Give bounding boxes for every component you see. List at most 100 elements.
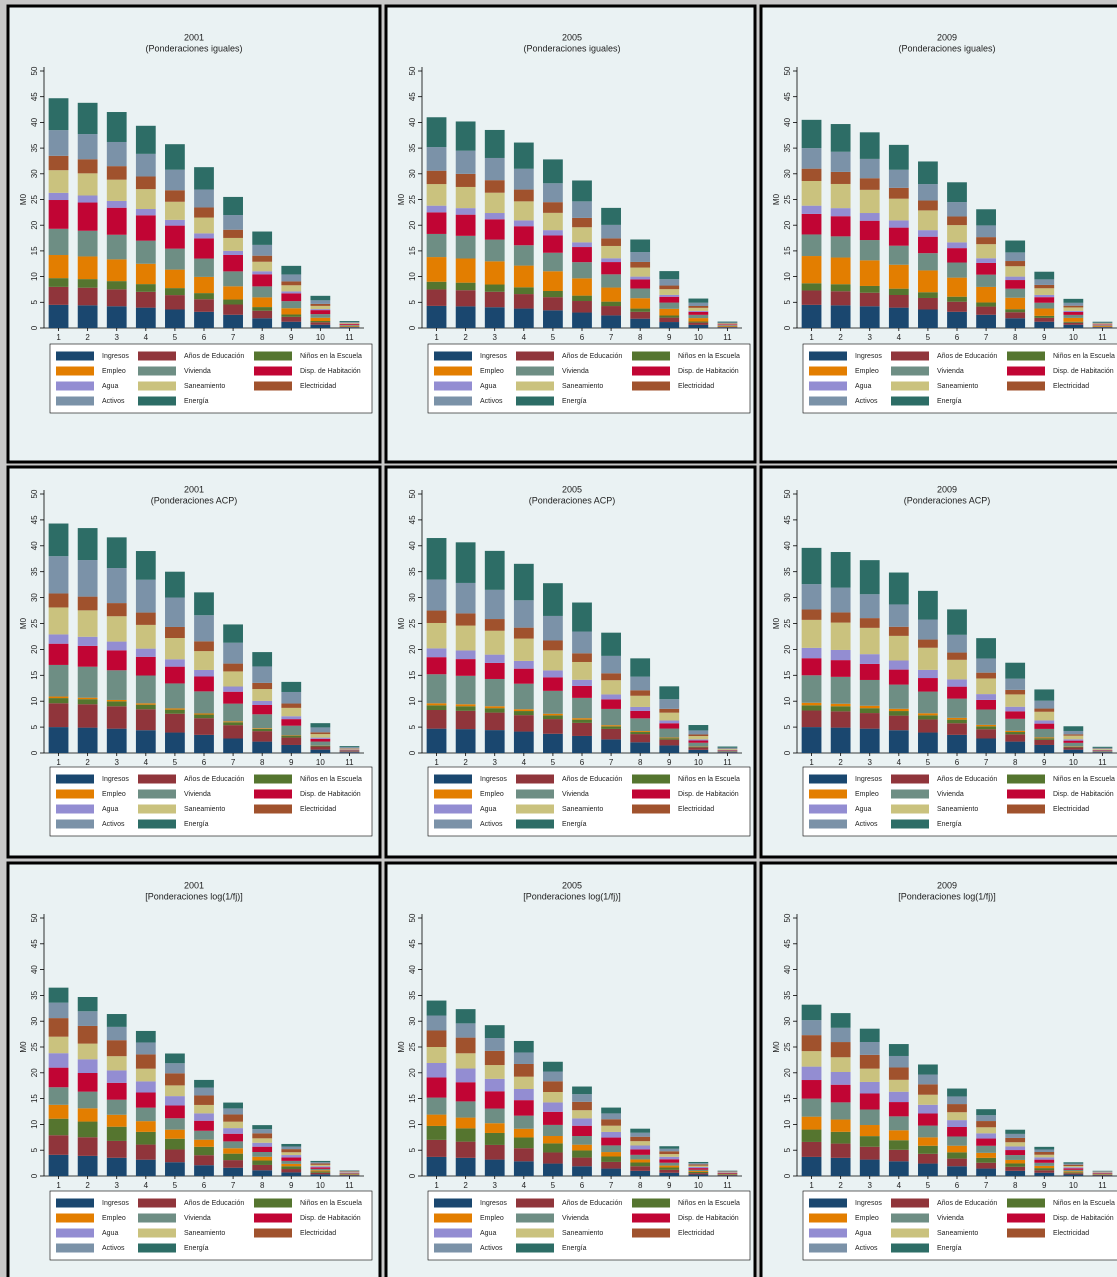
bar-segment: [976, 1127, 996, 1134]
bar-segment: [106, 616, 127, 642]
bar-segment: [830, 208, 851, 217]
bar-segment: [135, 215, 156, 241]
bar-segment: [601, 1131, 621, 1138]
bar-segment: [310, 1172, 331, 1175]
bar-segment: [165, 1138, 185, 1150]
bar-segment: [888, 220, 909, 228]
legend-label: Saneamiento: [184, 1230, 225, 1237]
legend-swatch: [56, 351, 94, 361]
legend-label: Vivienda: [937, 1215, 964, 1222]
bar-segment: [976, 286, 996, 303]
x-tick-label: 1: [434, 333, 439, 342]
legend-swatch: [516, 774, 554, 784]
chart-title: 2005: [562, 880, 582, 890]
bar-segment: [77, 1043, 98, 1060]
bar-segment: [513, 600, 534, 628]
bar-segment: [601, 262, 621, 275]
y-tick-label: 35: [408, 143, 417, 152]
bar-segment: [281, 719, 302, 726]
legend-swatch: [632, 1228, 670, 1238]
y-tick-label: 35: [783, 143, 792, 152]
x-tick-label: 9: [667, 758, 672, 767]
bar-segment: [310, 1162, 331, 1164]
bar-segment: [281, 285, 302, 292]
bar-segment: [918, 669, 938, 679]
x-tick-label: 11: [345, 333, 354, 342]
bar-segment: [630, 690, 651, 696]
bar-segment: [830, 124, 851, 152]
legend-swatch: [434, 819, 472, 829]
bar-segment: [426, 1125, 447, 1140]
bar-segment: [310, 305, 331, 310]
bar-segment: [717, 750, 738, 751]
legend-label: Electricidad: [678, 1230, 714, 1237]
bar-segment: [688, 749, 709, 753]
bar-segment: [426, 205, 447, 213]
bar-segment: [717, 1173, 738, 1174]
bar-segment: [888, 1044, 909, 1056]
y-tick-label: 50: [408, 913, 417, 922]
bar-segment: [630, 267, 651, 277]
bar-segment: [888, 604, 909, 627]
bar-segment: [77, 596, 98, 611]
bar-segment: [1063, 1169, 1084, 1172]
legend-swatch: [516, 351, 554, 361]
bar-segment: [888, 307, 909, 328]
bar-segment: [717, 325, 738, 326]
bar-segment: [830, 183, 851, 209]
bar-segment: [830, 552, 851, 588]
legend-swatch: [632, 789, 670, 799]
bar-segment: [77, 1091, 98, 1109]
bar-segment: [77, 1108, 98, 1122]
bar-segment: [976, 699, 996, 710]
bar-segment: [310, 300, 331, 304]
bar-segment: [1063, 740, 1084, 743]
bar-segment: [630, 261, 651, 268]
bar-segment: [859, 1159, 880, 1176]
bar-segment: [223, 271, 243, 287]
bar-segment: [426, 117, 447, 148]
bar-segment: [918, 210, 938, 231]
bar-segment: [1063, 302, 1084, 306]
bar-segment: [888, 669, 909, 685]
bar-segment: [918, 619, 938, 640]
bar-segment: [1005, 288, 1026, 298]
y-tick-label: 10: [30, 696, 39, 705]
bar-segment: [801, 1129, 822, 1142]
bar-segment: [48, 130, 69, 156]
y-tick-label: 35: [783, 567, 792, 576]
bar-segment: [859, 728, 880, 753]
bar-segment: [659, 686, 680, 700]
bar-segment: [976, 709, 996, 725]
legend-label: Activos: [480, 821, 503, 828]
bar-segment: [165, 626, 185, 639]
bar-segment: [455, 208, 476, 215]
bar-segment: [426, 233, 447, 258]
bar-segment: [194, 1120, 214, 1131]
bar-segment: [455, 659, 476, 676]
bar-segment: [659, 279, 680, 286]
legend-label: Energía: [937, 398, 962, 405]
bar-segment: [513, 683, 534, 710]
bar-segment: [484, 1065, 505, 1079]
bar-segment: [194, 1113, 214, 1121]
bar-segment: [484, 662, 505, 679]
bar-segment: [717, 327, 738, 328]
bar-segment: [165, 638, 185, 660]
legend-swatch: [891, 351, 929, 361]
legend-swatch: [632, 366, 670, 376]
bar-segment: [484, 1132, 505, 1145]
bar-segment: [455, 729, 476, 753]
bar-segment: [601, 1107, 621, 1114]
bar-segment: [601, 1119, 621, 1126]
bar-segment: [976, 726, 996, 730]
y-tick-label: 0: [408, 1173, 417, 1178]
bar-segment: [601, 1161, 621, 1169]
bar-segment: [830, 1042, 851, 1058]
bar-segment: [859, 1054, 880, 1069]
bar-segment: [947, 1152, 967, 1159]
bar-segment: [1034, 308, 1055, 316]
bar-segment: [543, 1061, 563, 1072]
bar-segment: [1034, 321, 1055, 328]
bar-segment: [165, 659, 185, 667]
